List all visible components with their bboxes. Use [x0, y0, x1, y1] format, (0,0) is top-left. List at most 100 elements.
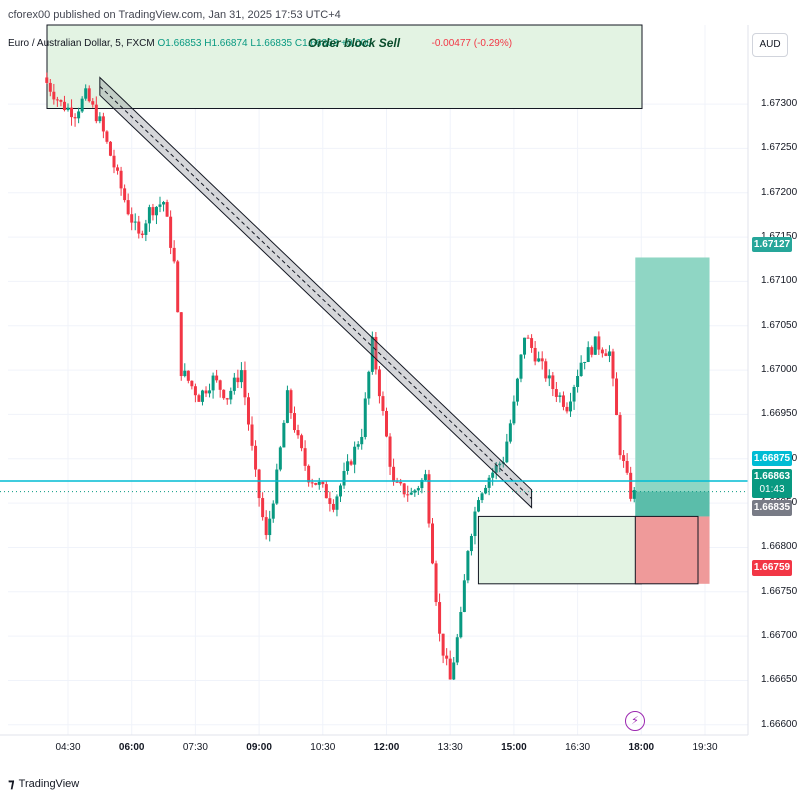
candle-body	[615, 378, 619, 416]
last-price-tag: 1.66863 01:43	[752, 469, 792, 498]
candle-body	[289, 390, 293, 414]
candle-body	[179, 312, 183, 377]
time-tick-label: 04:30	[55, 742, 81, 753]
candle-body	[466, 551, 470, 581]
candle-body	[84, 88, 88, 99]
candle-body	[572, 386, 576, 402]
candle-body	[310, 482, 314, 484]
time-tick-label: 09:00	[246, 742, 272, 753]
candle-body	[52, 91, 56, 100]
candle-body	[197, 395, 201, 402]
lightning-icon[interactable]: ⚡	[625, 711, 645, 731]
trend-channel-midline	[99, 85, 532, 500]
candle-body	[395, 481, 399, 483]
price-tick-label: 1.67250	[761, 142, 798, 154]
candle-body	[349, 461, 353, 465]
candle-body	[346, 461, 350, 472]
candle-body	[243, 370, 247, 398]
candle-body	[55, 99, 59, 101]
candle-body	[282, 422, 286, 448]
candle-body	[147, 207, 151, 224]
tradingview-logo[interactable]: ⁊ TradingView	[8, 776, 79, 792]
candle-body	[338, 485, 342, 497]
candle-body	[406, 494, 410, 496]
candle-body	[66, 107, 70, 111]
candle-body	[70, 107, 74, 118]
position-open-pnl	[635, 491, 710, 517]
price-tick-label: 1.66650	[761, 674, 798, 686]
candle-body	[370, 336, 374, 372]
candle-body	[558, 395, 562, 397]
candle-body	[452, 662, 456, 680]
price-tick-label: 1.67050	[761, 319, 798, 331]
currency-button[interactable]: AUD	[752, 33, 788, 57]
candle-body	[523, 337, 527, 355]
time-tick-label: 13:30	[437, 742, 463, 753]
price-tick-label: 1.66950	[761, 408, 798, 420]
candle-body	[204, 390, 208, 394]
candle-body	[473, 511, 477, 537]
entry-price-tag: 1.66835	[752, 500, 792, 516]
candle-body	[324, 484, 328, 499]
candle-body	[593, 336, 597, 355]
candle-body	[377, 369, 381, 397]
candle-body	[413, 490, 417, 493]
candle-body	[296, 430, 300, 436]
candle-body	[193, 386, 197, 396]
candle-body	[431, 523, 435, 564]
candle-body	[278, 447, 282, 470]
candle-body	[455, 637, 459, 663]
change-prefix: +0.000	[341, 38, 372, 49]
demand-zone	[477, 515, 642, 585]
candle-body	[519, 354, 523, 379]
symbol-legend[interactable]: Euro / Australian Dollar, 5, FXCM O1.668…	[8, 38, 512, 49]
time-tick-label: 18:00	[628, 742, 655, 753]
candle-body	[80, 98, 84, 112]
candle-body	[275, 469, 279, 504]
ohlc-open: O1.66853	[157, 38, 202, 49]
stop-price-tag: 1.66759	[752, 560, 792, 576]
candle-body	[423, 474, 427, 480]
candle-body	[48, 82, 52, 92]
symbol-name: Euro / Australian Dollar, 5, FXCM	[8, 38, 155, 49]
candle-body	[261, 498, 265, 518]
candle-body	[229, 390, 233, 400]
candle-body	[491, 472, 495, 478]
candle-body	[208, 390, 212, 394]
time-tick-label: 16:30	[565, 742, 591, 753]
candle-body	[409, 492, 413, 495]
candle-body	[335, 496, 339, 510]
tv-mark-icon: ⁊	[8, 776, 15, 791]
candle-body	[45, 77, 49, 83]
price-tick-label: 1.67200	[761, 186, 798, 198]
candle-body	[388, 436, 392, 467]
candle-body	[176, 261, 180, 313]
last-price-value: 1.66863	[753, 471, 791, 482]
price-tick-label: 1.66600	[761, 718, 798, 730]
candle-body	[353, 446, 357, 465]
candle-body	[579, 362, 583, 377]
candle-body	[133, 221, 137, 223]
candle-body	[374, 336, 378, 370]
trend-channel	[99, 76, 533, 509]
candle-body	[554, 389, 558, 397]
candle-body	[632, 490, 636, 499]
candle-body	[618, 415, 622, 456]
candle-body	[331, 503, 335, 510]
candle-body	[469, 536, 473, 552]
candle-body	[530, 338, 534, 348]
publish-info: cforex00 published on TradingView.com, J…	[8, 9, 341, 21]
time-tick-label: 15:00	[501, 742, 527, 753]
candle-body	[144, 223, 148, 235]
candle-body	[434, 563, 438, 603]
candle-body	[140, 233, 144, 235]
candle-body	[62, 101, 66, 111]
order-block-sell-zone	[46, 24, 643, 110]
ohlc-high: H1.66874	[204, 38, 248, 49]
candle-body	[154, 206, 158, 216]
candle-body	[508, 423, 512, 442]
candle-body	[239, 370, 243, 383]
chart-zones	[46, 24, 710, 585]
candle-body	[112, 155, 116, 168]
